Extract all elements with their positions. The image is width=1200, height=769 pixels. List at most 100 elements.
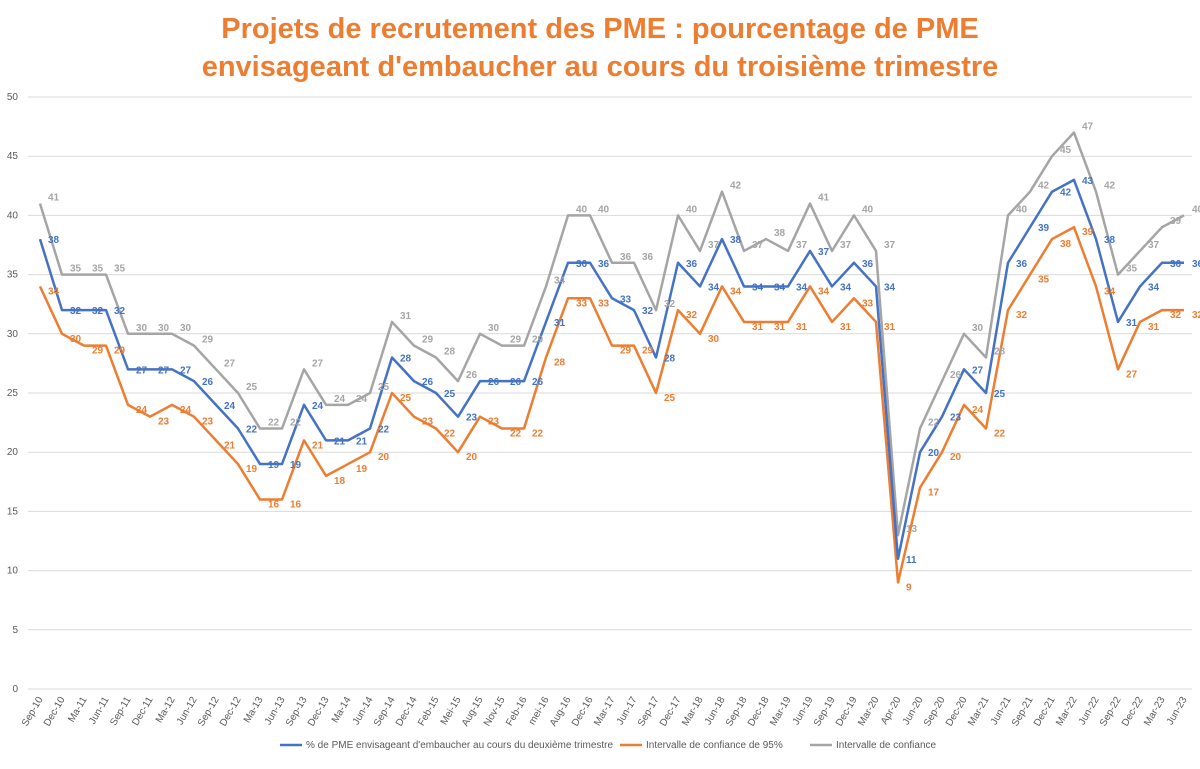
data-label: 28 <box>444 346 456 357</box>
legend-label: Intervalle de confiance <box>836 740 937 751</box>
data-label: 34 <box>1104 286 1116 297</box>
data-label: 32 <box>642 306 654 317</box>
data-label: 27 <box>180 365 192 376</box>
data-label: 26 <box>488 377 500 388</box>
data-label: 11 <box>906 555 917 566</box>
data-label: 20 <box>378 452 390 463</box>
data-label: 25 <box>246 382 258 393</box>
data-label: 28 <box>400 353 412 364</box>
data-label: 19 <box>268 460 280 471</box>
data-label: 26 <box>510 377 522 388</box>
data-label: 22 <box>994 429 1006 440</box>
data-label: 38 <box>1060 239 1072 250</box>
data-label: 37 <box>1148 240 1160 251</box>
data-label: 38 <box>730 235 742 246</box>
data-label: 32 <box>1016 310 1028 321</box>
data-label: 29 <box>92 346 104 357</box>
chart-title: Projets de recrutement des PME : pourcen… <box>221 13 978 45</box>
data-label: 22 <box>378 425 390 436</box>
data-label: 34 <box>884 282 896 293</box>
data-label: 32 <box>664 299 676 310</box>
data-label: 32 <box>92 306 104 317</box>
y-tick-label: 30 <box>7 329 19 340</box>
y-tick-label: 40 <box>7 210 19 221</box>
data-label: 21 <box>334 436 346 447</box>
data-label: 37 <box>884 240 896 251</box>
data-label: 28 <box>554 357 566 368</box>
data-label: 22 <box>246 425 258 436</box>
data-label: 31 <box>840 322 852 333</box>
data-label: 27 <box>972 365 984 376</box>
data-label: 37 <box>708 240 720 251</box>
data-label: 16 <box>268 500 280 511</box>
data-label: 23 <box>466 413 478 424</box>
y-tick-label: 15 <box>7 506 19 517</box>
data-label: 30 <box>158 323 170 334</box>
data-label: 39 <box>1082 227 1094 238</box>
data-label: 37 <box>752 240 764 251</box>
data-label: 34 <box>774 282 786 293</box>
data-label: 36 <box>620 252 632 263</box>
data-label: 35 <box>70 264 82 275</box>
data-label: 37 <box>796 240 808 251</box>
y-tick-label: 45 <box>7 151 19 162</box>
data-label: 42 <box>1060 188 1072 199</box>
data-label: 24 <box>224 401 236 412</box>
data-label: 30 <box>708 334 720 345</box>
data-label: 25 <box>378 382 390 393</box>
data-label: 33 <box>862 298 874 309</box>
data-label: 21 <box>224 440 236 451</box>
data-label: 26 <box>202 377 214 388</box>
data-label: 36 <box>1170 259 1182 270</box>
data-label: 42 <box>1038 181 1050 192</box>
y-tick-label: 20 <box>7 447 19 458</box>
data-label: 38 <box>774 228 786 239</box>
data-label: 39 <box>1170 216 1182 227</box>
data-label: 24 <box>334 394 346 405</box>
data-label: 36 <box>1016 259 1028 270</box>
data-label: 32 <box>1192 310 1200 321</box>
series-line <box>38 178 1184 561</box>
data-label: 35 <box>1126 264 1138 275</box>
data-label: 40 <box>576 204 588 215</box>
data-label: 29 <box>422 335 434 346</box>
data-label: 24 <box>180 405 192 416</box>
data-label: 36 <box>862 259 874 270</box>
data-label: 32 <box>70 306 82 317</box>
data-label: 19 <box>246 464 258 475</box>
data-label: 45 <box>1060 145 1072 156</box>
data-label: 34 <box>730 286 742 297</box>
data-label: 29 <box>510 335 522 346</box>
data-label: 26 <box>950 370 962 381</box>
data-label: 28 <box>994 346 1006 357</box>
data-label: 40 <box>598 204 610 215</box>
data-label: 35 <box>114 264 126 275</box>
data-label: 43 <box>1082 176 1094 187</box>
series-line <box>38 131 1185 537</box>
data-label: 34 <box>48 286 60 297</box>
data-label: 39 <box>1038 223 1050 234</box>
data-label: 28 <box>664 353 676 364</box>
data-label: 25 <box>664 393 676 404</box>
y-tick-label: 25 <box>7 388 19 399</box>
series-line <box>38 225 1184 584</box>
data-label: 31 <box>554 318 566 329</box>
data-label: 27 <box>158 365 170 376</box>
y-tick-label: 0 <box>12 684 18 695</box>
y-tick-label: 50 <box>7 92 19 103</box>
data-label: 23 <box>202 417 214 428</box>
data-label: 26 <box>532 377 544 388</box>
data-label: 21 <box>312 440 324 451</box>
data-label: 9 <box>906 582 912 593</box>
data-label: 31 <box>884 322 896 333</box>
data-label: 20 <box>466 452 478 463</box>
data-label: 38 <box>1104 235 1116 246</box>
data-label: 34 <box>1148 282 1160 293</box>
data-label: 31 <box>1126 318 1138 329</box>
data-label: 31 <box>796 322 808 333</box>
data-label: 29 <box>620 346 632 357</box>
data-label: 40 <box>686 204 698 215</box>
data-label: 42 <box>730 181 742 192</box>
data-label: 34 <box>818 286 830 297</box>
